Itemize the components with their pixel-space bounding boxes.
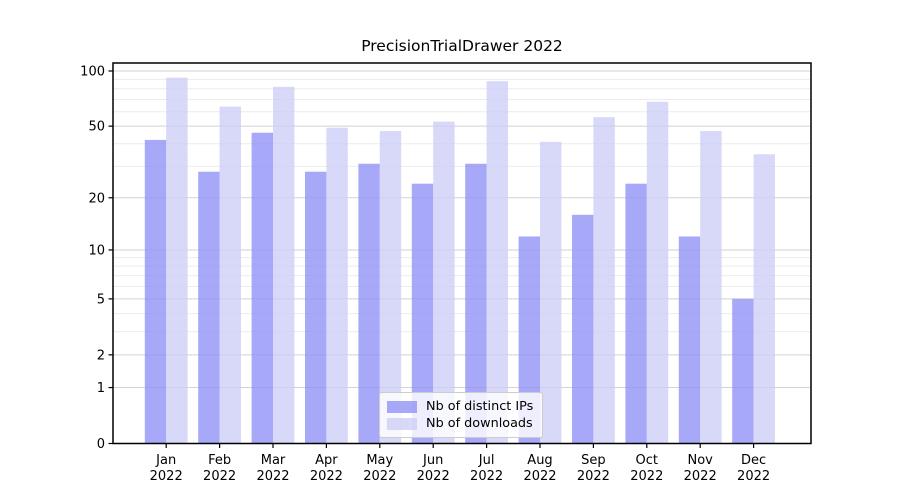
x-tick-label-year: 2022: [577, 469, 610, 484]
bar-downloads-jan: [166, 77, 188, 444]
x-tick-label-year: 2022: [630, 469, 663, 484]
x-tick-label-month: May: [366, 453, 393, 468]
x-tick-label-month: Jun: [422, 453, 443, 468]
x-tick-label-month: Aug: [527, 453, 552, 468]
y-tick-label: 10: [88, 243, 105, 258]
x-tick-label-month: Dec: [741, 453, 766, 468]
y-tick-label: 100: [80, 64, 105, 79]
x-tick-label-year: 2022: [256, 469, 289, 484]
bar-downloads-jun: [433, 121, 455, 444]
x-tick-label-month: Jul: [478, 453, 495, 468]
chart-title: PrecisionTrialDrawer 2022: [361, 37, 563, 55]
bar-distinct-ips-jul: [465, 163, 487, 444]
y-tick-label: 1: [97, 381, 105, 396]
legend-swatch-downloads: [387, 417, 417, 430]
x-tick-label-year: 2022: [363, 469, 396, 484]
x-tick-label-month: Mar: [261, 453, 286, 468]
x-tick-label-month: Apr: [315, 453, 338, 468]
x-tick-label-month: Feb: [208, 453, 231, 468]
bar-downloads-sep: [593, 117, 615, 444]
legend: Nb of distinct IPs Nb of downloads: [379, 392, 543, 438]
bar-distinct-ips-oct: [625, 183, 647, 444]
y-tick-label: 0: [97, 437, 105, 452]
bar-downloads-aug: [540, 141, 562, 444]
x-tick-label-month: Nov: [688, 453, 714, 468]
x-tick-label-year: 2022: [203, 469, 236, 484]
y-tick-label: 5: [97, 292, 105, 307]
bar-downloads-oct: [646, 101, 669, 444]
y-tick-label: 50: [88, 120, 105, 135]
plot-border: [112, 62, 812, 445]
legend-swatch-distinct-ips: [387, 400, 417, 413]
bar-distinct-ips-mar: [251, 132, 273, 444]
bar-downloads-nov: [700, 131, 722, 444]
bar-distinct-ips-sep: [572, 214, 594, 444]
x-tick-label-year: 2022: [310, 469, 343, 484]
bar-distinct-ips-may: [358, 163, 380, 444]
bar-distinct-ips-feb: [198, 171, 220, 444]
bar-distinct-ips-apr: [305, 171, 327, 444]
x-tick-label-month: Jan: [155, 453, 176, 468]
bar-distinct-ips-dec: [732, 298, 754, 444]
x-tick-label-month: Oct: [636, 453, 658, 468]
legend-label-downloads: Nb of downloads: [426, 416, 533, 431]
bar-distinct-ips-jun: [411, 183, 434, 444]
bar-downloads-jul: [486, 81, 508, 444]
bar-distinct-ips-jan: [144, 139, 167, 444]
x-tick-label-month: Sep: [581, 453, 606, 468]
bar-downloads-apr: [326, 127, 348, 444]
legend-label-distinct-ips: Nb of distinct IPs: [426, 399, 534, 414]
bar-downloads-may: [379, 131, 402, 444]
bar-downloads-feb: [219, 106, 241, 444]
bar-downloads-dec: [753, 154, 775, 444]
x-tick-label-year: 2022: [684, 469, 717, 484]
legend-item-distinct-ips: Nb of distinct IPs: [387, 399, 534, 414]
legend-item-downloads: Nb of downloads: [387, 416, 534, 431]
bar-downloads-mar: [273, 86, 295, 444]
x-tick-label-year: 2022: [523, 469, 556, 484]
x-tick-label-year: 2022: [150, 469, 183, 484]
x-tick-label-year: 2022: [417, 469, 450, 484]
y-tick-label: 20: [88, 191, 105, 206]
x-tick-label-year: 2022: [737, 469, 770, 484]
bar-distinct-ips-aug: [518, 236, 540, 444]
y-tick-label: 2: [97, 348, 105, 363]
bar-distinct-ips-nov: [678, 236, 701, 444]
x-tick-label-year: 2022: [470, 469, 503, 484]
